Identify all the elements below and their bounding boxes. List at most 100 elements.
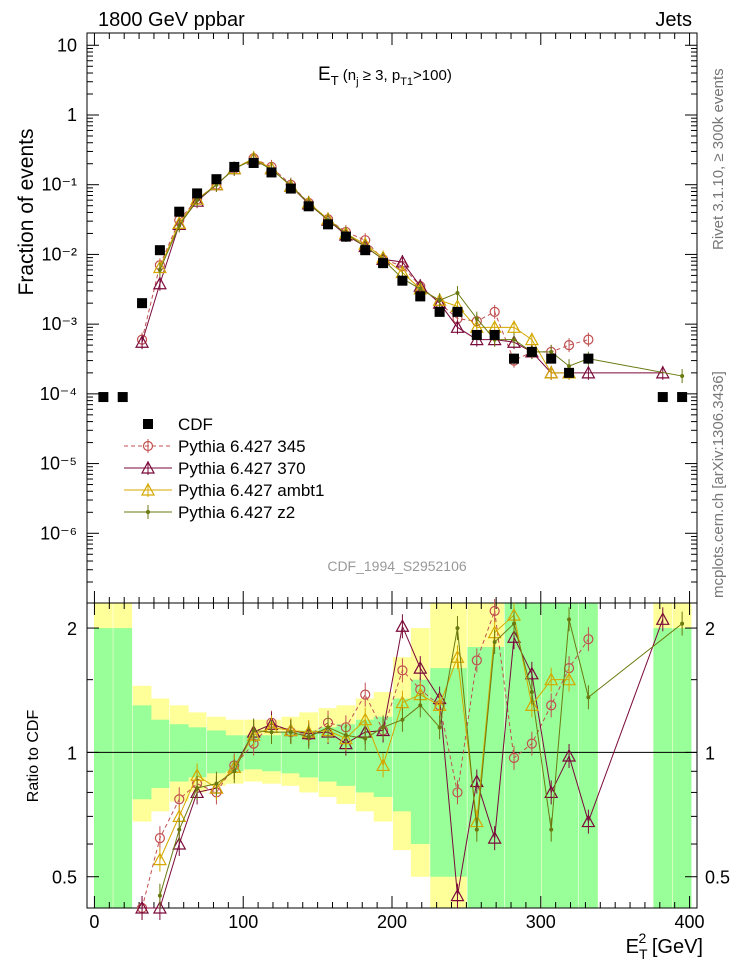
series-point-3 bbox=[680, 374, 685, 379]
ratio-point-2 bbox=[544, 672, 559, 686]
series-point-3 bbox=[455, 290, 460, 295]
legend-marker-cdf bbox=[143, 419, 153, 429]
ratio-point-3 bbox=[474, 827, 479, 832]
ratio-point-3 bbox=[437, 725, 442, 730]
x-tick-label: 200 bbox=[377, 912, 407, 932]
cdf-point bbox=[192, 188, 203, 199]
y-tick-label: 1 bbox=[67, 105, 77, 125]
legend-marker-0 bbox=[142, 440, 154, 452]
ratio-tick-label: 2 bbox=[67, 619, 77, 639]
y-tick-label: 10⁻² bbox=[41, 244, 77, 264]
ratio-band-green bbox=[262, 735, 281, 772]
header-process: 1800 GeV ppbar bbox=[98, 9, 245, 31]
x-axis-label: ET2 [GeV] bbox=[626, 930, 703, 962]
series-point-1 bbox=[450, 320, 465, 333]
ratio-point-1 bbox=[450, 888, 465, 902]
series-point-2 bbox=[544, 365, 559, 379]
ratio-point-3 bbox=[306, 734, 311, 739]
cdf-point bbox=[564, 367, 575, 378]
ratio-point-1 bbox=[172, 836, 187, 850]
cdf-point bbox=[285, 183, 296, 194]
series-point-3 bbox=[512, 337, 516, 342]
cdf-point bbox=[174, 206, 185, 217]
ratio-tick-label: 1 bbox=[67, 743, 77, 763]
ratio-point-3 bbox=[214, 781, 219, 786]
rivet-label: Rivet 3.1.10, ≥ 300k events bbox=[710, 68, 727, 250]
series-point-0 bbox=[563, 340, 575, 351]
ratio-point-3 bbox=[529, 690, 534, 695]
ratio-tick-label-right: 1 bbox=[705, 743, 715, 763]
ratio-band-green bbox=[653, 628, 673, 908]
cdf-point bbox=[303, 201, 314, 212]
series-point-0 bbox=[583, 334, 594, 345]
ratio-point-2 bbox=[524, 698, 539, 711]
ratio-point-3 bbox=[418, 703, 423, 708]
ratio-tick-label-right: 0.5 bbox=[705, 868, 730, 888]
series-point-3 bbox=[195, 198, 200, 203]
ratio-point-0 bbox=[583, 634, 594, 645]
series-point-3 bbox=[437, 298, 442, 303]
ratio-point-2 bbox=[376, 758, 391, 772]
series-point-2 bbox=[506, 320, 522, 333]
mcplots-label: mcplots.cern.ch [arXiv:1306.3436] bbox=[710, 371, 727, 598]
ratio-point-1 bbox=[135, 900, 150, 914]
watermark: CDF_1994_S2952106 bbox=[327, 558, 467, 574]
cdf-point bbox=[509, 353, 519, 364]
ratio-point-3 bbox=[400, 717, 405, 722]
cdf-point bbox=[154, 245, 165, 256]
series-point-3 bbox=[157, 267, 162, 272]
ratio-panel: 0 100 200 300 400 0.5 0.5 1 1 2 2 bbox=[52, 598, 730, 932]
ratio-tick-label-right: 2 bbox=[705, 619, 715, 639]
header-observable: Jets bbox=[655, 9, 692, 31]
series-point-2 bbox=[524, 332, 539, 346]
cdf-point bbox=[323, 219, 334, 230]
cdf-point bbox=[526, 346, 537, 357]
cdf-point bbox=[415, 291, 426, 302]
ratio-point-2 bbox=[358, 712, 373, 726]
cdf-point bbox=[266, 167, 277, 178]
series-line-2 bbox=[159, 157, 570, 374]
ratio-point-3 bbox=[363, 736, 368, 741]
cdf-point bbox=[117, 392, 128, 403]
legend-marker-1 bbox=[140, 460, 156, 474]
series-point-3 bbox=[177, 223, 182, 228]
ratio-point-3 bbox=[157, 893, 162, 898]
ratio-point-0 bbox=[508, 752, 520, 763]
ratio-point-3 bbox=[455, 626, 460, 631]
y-tick-label: 10⁻⁶ bbox=[40, 523, 77, 543]
ratio-point-0 bbox=[526, 738, 537, 749]
ratio-point-2 bbox=[395, 695, 410, 709]
cdf-point bbox=[489, 329, 500, 340]
ratio-point-0 bbox=[546, 700, 557, 711]
y-tick-label: 10⁻⁵ bbox=[40, 454, 77, 474]
series-point-3 bbox=[418, 286, 423, 291]
ratio-point-1 bbox=[487, 830, 502, 844]
cdf-point bbox=[657, 392, 668, 403]
ratio-point-1 bbox=[655, 612, 670, 625]
ratio-point-1 bbox=[395, 619, 410, 632]
series-point-0 bbox=[489, 306, 500, 317]
ratio-point-0 bbox=[360, 689, 371, 700]
ratio-band-green bbox=[448, 668, 467, 877]
ratio-point-2 bbox=[432, 698, 447, 711]
ratio-point-1 bbox=[469, 774, 484, 788]
ratio-band-green bbox=[113, 628, 133, 908]
ratio-point-1 bbox=[413, 660, 428, 674]
ratio-band-green bbox=[410, 679, 430, 845]
ratio-band-green bbox=[393, 698, 412, 812]
ratio-point-0 bbox=[174, 794, 185, 805]
legend-label-1: Pythia 6.427 370 bbox=[178, 459, 306, 478]
series-line-0 bbox=[141, 157, 589, 362]
x-tick-label: 300 bbox=[526, 912, 556, 932]
ratio-point-3 bbox=[251, 728, 256, 733]
cdf-point bbox=[98, 392, 109, 403]
cdf-point bbox=[248, 157, 259, 168]
x-tick-label: 400 bbox=[675, 912, 705, 932]
legend-label-3: Pythia 6.427 z2 bbox=[178, 503, 295, 522]
ratio-point-3 bbox=[586, 695, 591, 700]
ratio-band-green bbox=[485, 646, 505, 908]
series-point-1 bbox=[581, 365, 596, 379]
cdf-point bbox=[677, 392, 688, 403]
cdf-point bbox=[471, 329, 482, 340]
